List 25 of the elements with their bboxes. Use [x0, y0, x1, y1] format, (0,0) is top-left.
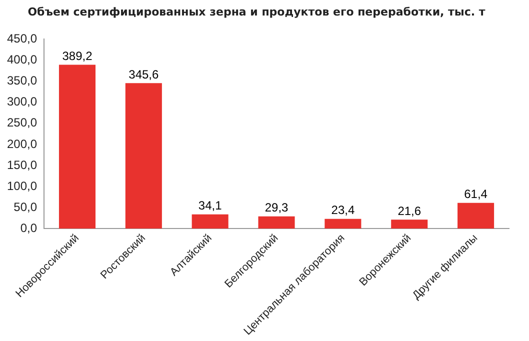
y-tick-label: 0,0 — [20, 220, 38, 235]
data-label: 23,4 — [331, 203, 355, 218]
y-tick-label: 50,0 — [14, 200, 38, 214]
y-tick-label: 450,0 — [7, 32, 38, 46]
bar — [58, 64, 96, 229]
bar — [192, 214, 228, 229]
bar — [391, 220, 428, 229]
bar — [458, 202, 494, 229]
bar — [125, 83, 162, 229]
data-label: 345,6 — [128, 67, 160, 82]
data-label: 21,6 — [398, 204, 422, 218]
y-tick-label: 400,0 — [7, 52, 38, 67]
data-label: 61,4 — [464, 187, 488, 202]
data-label: 29,3 — [264, 200, 289, 215]
y-tick-label: 100,0 — [7, 178, 38, 193]
bar — [258, 216, 295, 229]
y-tick-label: 200,0 — [7, 136, 38, 151]
y-tick-label: 250,0 — [7, 116, 38, 130]
y-tick-label: 150,0 — [7, 158, 38, 172]
data-label: 389,2 — [62, 49, 93, 64]
chart-title: Объем сертифицированных зерна и продуктов его переработки, тыс. т — [28, 5, 486, 18]
y-tick-label: 350,0 — [7, 74, 38, 88]
bar — [324, 218, 362, 229]
data-label: 34,1 — [198, 198, 222, 213]
y-tick-label: 300,0 — [7, 94, 38, 109]
